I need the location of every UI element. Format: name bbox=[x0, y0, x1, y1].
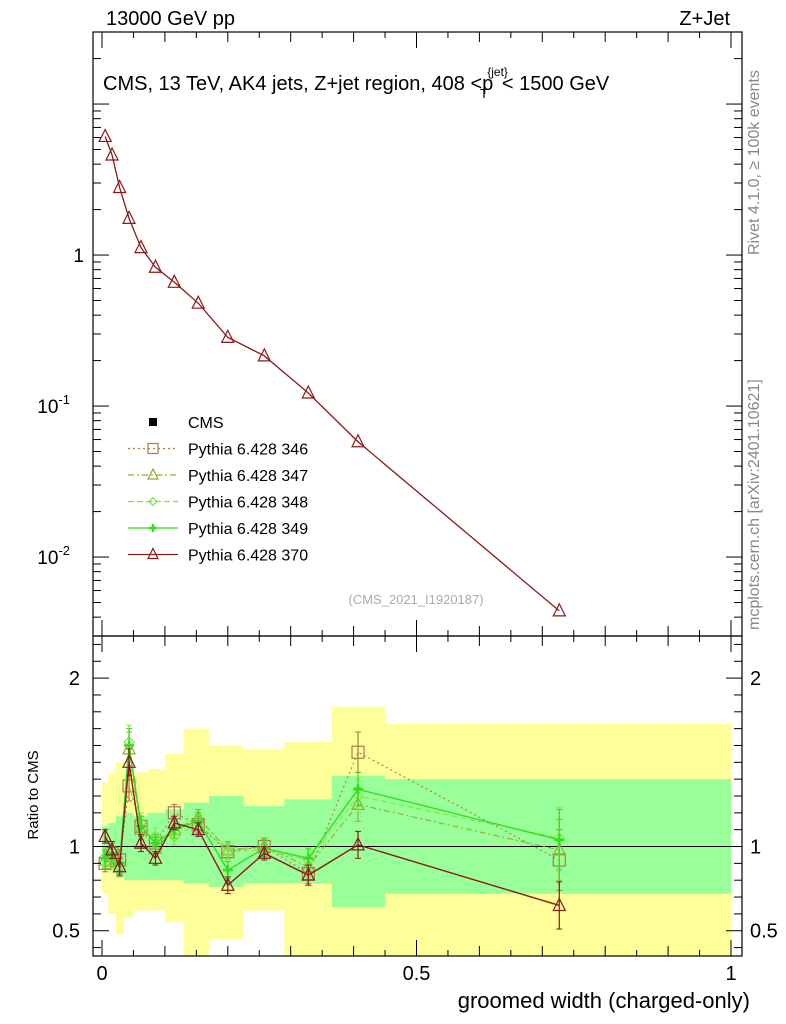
ratio-series-pythia-6-428-370 bbox=[98, 748, 567, 930]
legend-label: Pythia 6.428 348 bbox=[188, 495, 308, 512]
chart-title: CMS, 13 TeV, AK4 jets, Z+jet region, 408… bbox=[103, 65, 610, 101]
main-series-point bbox=[148, 258, 163, 273]
legend-marker bbox=[147, 467, 159, 480]
analysis-id: (CMS_2021_I1920187) bbox=[348, 592, 483, 607]
axes: 0 0.5 1 10-2 10-1 1 0.5 0.5 1 1 2 2 bbox=[37, 31, 778, 985]
header-process: 13000 GeV pp bbox=[106, 8, 235, 30]
ratio-point bbox=[135, 821, 146, 832]
legend-marker bbox=[147, 442, 159, 455]
ratio-point bbox=[191, 821, 206, 836]
ratio-point bbox=[105, 841, 120, 856]
main-series-point bbox=[191, 294, 206, 309]
ratio-point bbox=[112, 858, 127, 873]
ratio-y-tick-label-left: 1 bbox=[69, 837, 80, 859]
ratio-point bbox=[98, 828, 113, 843]
legend-entry: Pythia 6.428 348 bbox=[128, 495, 308, 512]
main-series-point bbox=[220, 329, 235, 343]
ratio-y-tick-label-right: 2 bbox=[750, 668, 761, 690]
legend-entry: Pythia 6.428 349 bbox=[128, 521, 308, 538]
legend-entry: Pythia 6.428 347 bbox=[128, 467, 308, 485]
legend-marker bbox=[148, 496, 158, 507]
ratio-point bbox=[221, 845, 234, 858]
ratio-point bbox=[134, 834, 148, 849]
main-y-tick-label: 1 bbox=[73, 246, 84, 267]
legend-label: Pythia 6.428 347 bbox=[188, 468, 308, 485]
ratio-point bbox=[222, 865, 233, 876]
ratio-y-tick-label-left: 0.5 bbox=[52, 921, 80, 943]
main-plot-frame bbox=[92, 31, 743, 637]
main-series-point bbox=[167, 273, 182, 288]
data-series bbox=[98, 128, 567, 930]
legend-label: Pythia 6.428 346 bbox=[188, 442, 308, 459]
main-series-point bbox=[552, 602, 567, 617]
ratio-point bbox=[100, 853, 111, 864]
ratio-point bbox=[552, 897, 567, 912]
main-series-point bbox=[105, 146, 120, 161]
x-tick-label: 0 bbox=[96, 963, 107, 985]
legend-label: Pythia 6.428 370 bbox=[188, 548, 308, 565]
legend-marker bbox=[147, 547, 159, 560]
ratio-y-tick-label-right: 1 bbox=[750, 837, 761, 859]
ratio-point bbox=[148, 849, 163, 864]
legend-entry: Pythia 6.428 346 bbox=[128, 442, 308, 459]
main-y-tick-label: 10-1 bbox=[37, 392, 70, 418]
main-series-point bbox=[257, 347, 272, 362]
ratio-point bbox=[168, 830, 181, 843]
legend-label: CMS bbox=[188, 415, 224, 432]
main-series-point bbox=[98, 128, 113, 143]
main-series-point bbox=[134, 239, 148, 254]
ratio-point bbox=[301, 866, 316, 881]
ratio-point bbox=[351, 836, 365, 851]
x-tick-label: 0.5 bbox=[403, 963, 431, 985]
legend-entry: CMS bbox=[149, 415, 224, 432]
main-y-tick-label: 10-2 bbox=[37, 543, 70, 569]
ratio-y-tick-label-right: 0.5 bbox=[750, 921, 778, 943]
legend-label: Pythia 6.428 349 bbox=[188, 521, 308, 538]
ratio-point bbox=[220, 876, 235, 891]
ratio-point bbox=[353, 784, 364, 795]
main-series-line bbox=[104, 136, 560, 612]
main-series-point bbox=[301, 384, 316, 399]
x-axis-label: groomed width (charged-only) bbox=[458, 988, 750, 1013]
ratio-y-axis-label: Ratio to CMS bbox=[25, 750, 42, 839]
ratio-point bbox=[303, 853, 314, 864]
ratio-point bbox=[257, 844, 272, 859]
legend-marker bbox=[149, 418, 157, 426]
main-series-point bbox=[112, 179, 127, 194]
x-tick-label: 1 bbox=[725, 963, 736, 985]
inner-band-bin bbox=[385, 779, 731, 894]
legend-entry: Pythia 6.428 370 bbox=[128, 547, 308, 565]
ratio-y-tick-label-left: 2 bbox=[69, 668, 80, 690]
ratio-point bbox=[554, 834, 565, 845]
legend-marker bbox=[149, 524, 157, 532]
main-series-point bbox=[122, 210, 137, 224]
ratio-point bbox=[351, 745, 365, 759]
ratio-point bbox=[167, 814, 182, 829]
main-series-point bbox=[351, 433, 365, 448]
ratio-point bbox=[150, 838, 161, 849]
header-channel: Z+Jet bbox=[679, 8, 730, 30]
legend: CMS Pythia 6.428 346 Pythia 6.428 347 Pythi… bbox=[128, 415, 308, 565]
ratio-point bbox=[122, 753, 137, 768]
